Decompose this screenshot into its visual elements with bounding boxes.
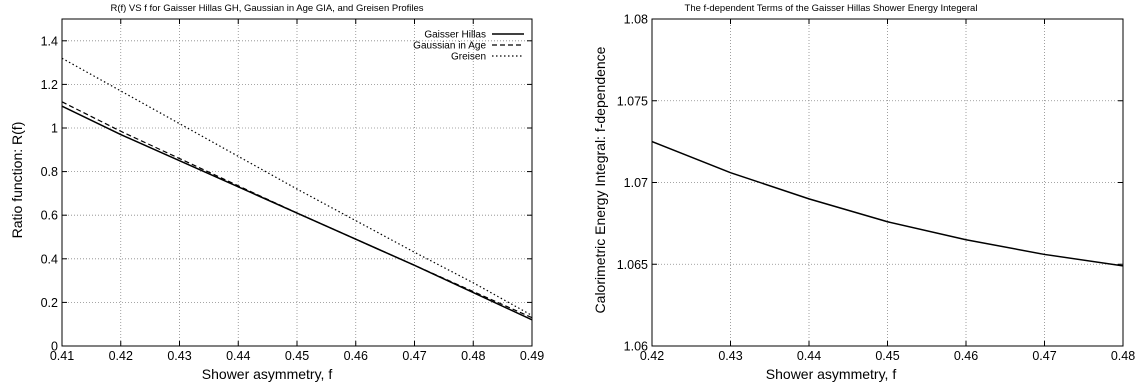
left-y-tick-label: 0.8 xyxy=(41,165,58,179)
left-x-tick-label: 0.41 xyxy=(50,349,74,363)
left-x-tick-label: 0.49 xyxy=(520,349,544,363)
left-x-tick-label: 0.47 xyxy=(402,349,426,363)
right-y-tick-label: 1.08 xyxy=(624,13,648,27)
left-legend-label: Greisen xyxy=(451,52,486,63)
energy-integral-chart: The f-dependent Terms of the Gaisser Hil… xyxy=(592,3,1135,382)
left-plot-frame xyxy=(61,18,533,347)
right-series-line-0 xyxy=(652,140,1123,267)
left-y-tick-label: 0.6 xyxy=(41,209,58,223)
right-plot-frame xyxy=(651,18,1124,347)
left-y-axis-label: Ratio function: R(f) xyxy=(9,122,25,239)
right-chart-title: The f-dependent Terms of the Gaisser Hil… xyxy=(685,3,978,14)
left-x-axis-label: Shower asymmetry, f xyxy=(202,366,333,382)
left-x-tick-label: 0.42 xyxy=(109,349,133,363)
left-legend-label: Gaisser Hillas xyxy=(424,30,486,41)
left-x-tick-label: 0.46 xyxy=(344,349,368,363)
left-series-line-2 xyxy=(62,57,532,317)
right-x-tick-label: 0.48 xyxy=(1111,349,1135,363)
left-series-line-1 xyxy=(62,101,532,319)
ratio-chart: R(f) VS f for Gaisser Hillas GH, Gaussia… xyxy=(9,3,544,382)
left-y-tick-label: 1.2 xyxy=(41,78,58,92)
right-y-tick-label: 1.065 xyxy=(617,258,648,272)
left-chart-title: R(f) VS f for Gaisser Hillas GH, Gaussia… xyxy=(110,3,423,14)
right-x-tick-label: 0.42 xyxy=(640,349,664,363)
right-x-axis-label: Shower asymmetry, f xyxy=(766,366,897,382)
right-y-tick-label: 1.06 xyxy=(624,340,648,354)
right-y-tick-label: 1.075 xyxy=(617,94,648,108)
right-x-tick-label: 0.47 xyxy=(1032,349,1056,363)
left-x-tick-label: 0.44 xyxy=(226,349,250,363)
left-y-tick-label: 0.2 xyxy=(41,296,58,310)
left-x-tick-label: 0.48 xyxy=(461,349,485,363)
right-x-tick-label: 0.45 xyxy=(875,349,899,363)
right-x-tick-label: 0.43 xyxy=(718,349,742,363)
left-y-tick-label: 0.4 xyxy=(41,252,58,266)
left-y-tick-label: 0 xyxy=(51,340,58,354)
left-x-tick-label: 0.43 xyxy=(167,349,191,363)
right-x-tick-label: 0.46 xyxy=(954,349,978,363)
left-x-tick-label: 0.45 xyxy=(285,349,309,363)
right-x-tick-label: 0.44 xyxy=(797,349,821,363)
right-y-tick-label: 1.07 xyxy=(624,176,648,190)
right-y-axis-label: Calorimetric Energy Integral: f-dependen… xyxy=(592,46,608,313)
left-y-tick-label: 1.4 xyxy=(41,34,58,48)
left-y-tick-label: 1 xyxy=(51,122,58,136)
left-legend-label: Gaussian in Age xyxy=(413,41,486,52)
